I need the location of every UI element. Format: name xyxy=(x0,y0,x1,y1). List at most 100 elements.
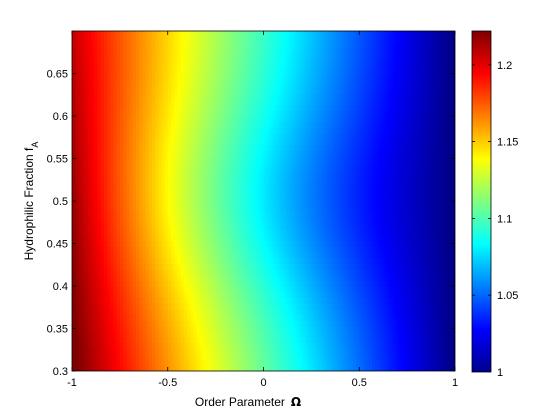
heatmap-cell xyxy=(311,320,316,327)
heatmap-cell xyxy=(103,121,108,128)
heatmap-cell xyxy=(330,206,335,213)
heatmap-cell xyxy=(161,252,166,259)
heatmap-cell xyxy=(289,31,293,38)
heatmap-cell xyxy=(311,274,316,281)
heatmap-cell xyxy=(222,263,226,270)
heatmap-cell xyxy=(292,53,297,60)
heatmap-cell xyxy=(260,116,265,123)
heatmap-cell xyxy=(301,93,306,100)
heatmap-cell xyxy=(225,93,229,100)
heatmap-cell xyxy=(81,195,86,202)
heatmap-cell xyxy=(84,133,89,140)
heatmap-cell xyxy=(113,172,118,179)
heatmap-cell xyxy=(186,150,191,157)
heatmap-cell xyxy=(269,337,274,344)
heatmap-cell xyxy=(135,359,140,366)
heatmap-cell xyxy=(151,59,156,66)
heatmap-cell xyxy=(164,93,169,100)
heatmap-cell xyxy=(151,76,156,83)
heatmap-cell xyxy=(116,65,121,72)
heatmap-cell xyxy=(228,178,233,185)
heatmap-cell xyxy=(298,212,303,219)
heatmap-cell xyxy=(266,155,271,162)
heatmap-cell xyxy=(250,70,255,77)
heatmap-cell xyxy=(183,133,188,140)
heatmap-cell xyxy=(308,184,312,191)
heatmap-cell xyxy=(135,286,140,293)
heatmap-cell xyxy=(123,331,127,338)
heatmap-cell xyxy=(273,161,277,168)
heatmap-cell xyxy=(199,223,204,230)
heatmap-cell xyxy=(139,172,143,179)
heatmap-cell xyxy=(215,206,220,213)
heatmap-cell xyxy=(148,235,153,242)
heatmap-cell xyxy=(209,189,214,196)
heatmap-cell xyxy=(234,337,239,344)
heatmap-cell xyxy=(78,189,83,196)
heatmap-cell xyxy=(308,201,312,208)
heatmap-cell xyxy=(228,331,233,338)
heatmap-cell xyxy=(292,155,297,162)
heatmap-cell xyxy=(250,223,255,230)
heatmap-cell xyxy=(289,269,293,276)
heatmap-cell xyxy=(100,99,105,106)
heatmap-cell xyxy=(180,331,185,338)
heatmap-cell xyxy=(292,116,297,123)
heatmap-cell xyxy=(222,246,226,253)
heatmap-cell xyxy=(257,76,261,83)
heatmap-cell xyxy=(167,87,172,94)
heatmap-cell xyxy=(276,31,281,38)
heatmap-cell xyxy=(231,325,236,332)
heatmap-cell xyxy=(199,127,204,134)
heatmap-cell xyxy=(289,325,293,332)
heatmap-cell xyxy=(237,82,242,89)
heatmap-cell xyxy=(218,167,223,174)
heatmap-cell xyxy=(314,53,319,60)
heatmap-cell xyxy=(135,59,140,66)
heatmap-cell xyxy=(116,235,121,242)
heatmap-cell xyxy=(154,76,159,83)
heatmap-cell xyxy=(333,365,338,371)
heatmap-cell xyxy=(170,161,175,168)
heatmap-cell xyxy=(132,348,137,355)
heatmap-cell xyxy=(279,99,284,106)
heatmap-cell xyxy=(244,280,249,287)
heatmap-cell xyxy=(266,212,271,219)
heatmap-cell xyxy=(75,223,79,230)
heatmap-cell xyxy=(320,325,325,332)
heatmap-cell xyxy=(135,161,140,168)
heatmap-cell xyxy=(142,48,147,55)
heatmap-cell xyxy=(75,354,79,361)
heatmap-cell xyxy=(170,274,175,281)
heatmap-cell xyxy=(276,257,281,264)
heatmap-cell xyxy=(215,359,220,366)
heatmap-cell xyxy=(177,206,182,213)
heatmap-cell xyxy=(97,365,102,371)
heatmap-cell xyxy=(253,263,258,270)
heatmap-cell xyxy=(266,59,271,66)
heatmap-cell xyxy=(317,269,322,276)
heatmap-cell xyxy=(183,42,188,49)
heatmap-cell xyxy=(324,314,328,321)
heatmap-cell xyxy=(142,87,147,94)
heatmap-cell xyxy=(269,354,274,361)
heatmap-cell xyxy=(247,246,252,253)
heatmap-cell xyxy=(151,121,156,128)
heatmap-cell xyxy=(87,82,92,89)
heatmap-cell xyxy=(72,218,76,225)
heatmap-cell xyxy=(126,189,131,196)
heatmap-cell xyxy=(237,337,242,344)
heatmap-cell xyxy=(250,65,255,72)
heatmap-cell xyxy=(196,325,201,332)
heatmap-cell xyxy=(94,201,99,208)
heatmap-cell xyxy=(123,274,127,281)
heatmap-cell xyxy=(292,274,297,281)
heatmap-cell xyxy=(126,36,131,43)
heatmap-cell xyxy=(304,365,309,371)
heatmap-cell xyxy=(151,195,156,202)
heatmap-cell xyxy=(164,325,169,332)
heatmap-cell xyxy=(170,348,175,355)
heatmap-cell xyxy=(135,104,140,111)
heatmap-cell xyxy=(215,144,220,151)
heatmap-cell xyxy=(289,76,293,83)
